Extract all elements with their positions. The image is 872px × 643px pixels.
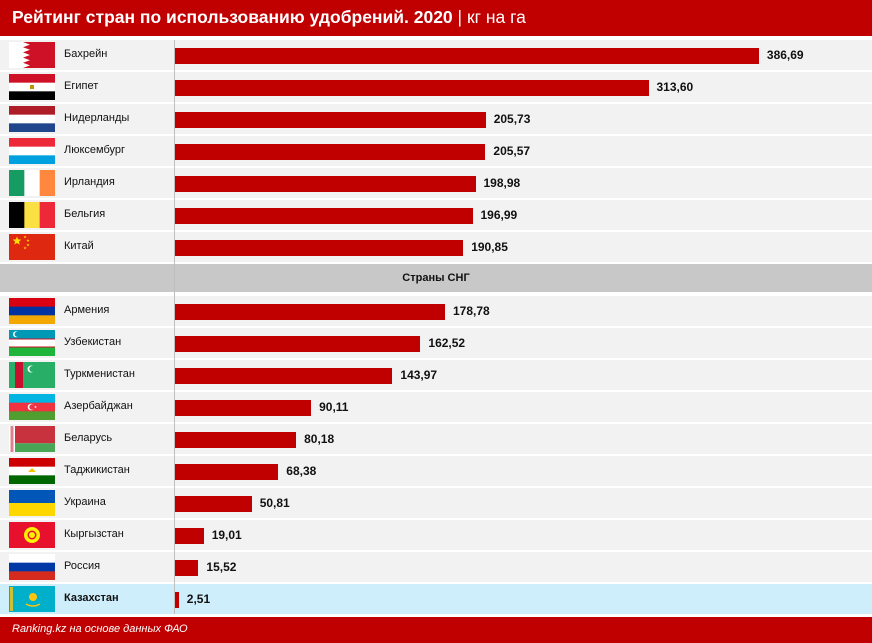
chart-footer: Ranking.kz на основе данных ФАО [0, 617, 872, 643]
flag-egypt-icon [9, 74, 55, 100]
country-label: Кыргызстан [64, 528, 124, 540]
flag-netherlands-icon [9, 106, 55, 132]
value-label: 190,85 [471, 240, 508, 254]
country-label: Беларусь [64, 432, 113, 444]
country-label: Китай [64, 240, 94, 252]
country-label: Бельгия [64, 208, 106, 220]
value-label: 90,11 [319, 400, 349, 414]
value-label: 68,38 [286, 464, 317, 478]
chart-row: Китай 190,85 [0, 232, 872, 262]
chart-row: Таджикистан 68,38 [0, 456, 872, 486]
value-label: 162,52 [428, 336, 466, 350]
bar [175, 48, 759, 64]
country-label: Россия [64, 560, 101, 572]
bar [175, 304, 445, 320]
chart-row: Беларусь 80,18 [0, 424, 872, 454]
chart-row: Бельгия 196,99 [0, 200, 872, 230]
value-label: 198,98 [483, 176, 521, 190]
flag-kyrgyzstan-icon [9, 522, 55, 548]
chart-row: Люксембург 205,57 [0, 136, 872, 166]
flag-ireland-icon [9, 170, 55, 196]
country-label: Ирландия [64, 176, 115, 188]
value-label: 386,69 [766, 48, 804, 62]
group-label: Страны СНГ [402, 272, 470, 284]
chart-row: Армения 178,78 [0, 296, 872, 326]
chart-row: Ирландия 198,98 [0, 168, 872, 198]
group-header: Страны СНГ [0, 264, 872, 292]
flag-russia-icon [9, 554, 55, 580]
chart-row: Египет 313,60 [0, 72, 872, 102]
value-label: 15,52 [206, 560, 237, 574]
flag-tajikistan-icon [9, 458, 55, 484]
bar [175, 176, 476, 192]
source-note: Ranking.kz на основе данных ФАО [12, 623, 188, 635]
country-label: Узбекистан [64, 336, 122, 348]
country-label: Казахстан [64, 592, 119, 604]
flag-china-icon [9, 234, 55, 260]
value-label: 19,01 [211, 528, 242, 542]
value-label: 313,60 [656, 80, 694, 94]
bar [175, 400, 312, 416]
chart-row: Кыргызстан 19,01 [0, 520, 872, 550]
value-label: 143,97 [400, 368, 438, 382]
chart-header: Рейтинг стран по использованию удобрений… [0, 0, 872, 36]
bar [175, 240, 464, 256]
chart-row: Азербайджан 90,11 [0, 392, 872, 422]
chart-row: Россия 15,52 [0, 552, 872, 582]
country-label: Люксембург [64, 144, 126, 156]
flag-ukraine-icon [9, 490, 55, 516]
flag-turkmenistan-icon [9, 362, 55, 388]
country-label: Туркменистан [64, 368, 135, 380]
flag-armenia-icon [9, 298, 55, 324]
value-label: 50,81 [259, 496, 290, 510]
flag-luxembourg-icon [9, 138, 55, 164]
flag-belarus-icon [9, 426, 55, 452]
bar [175, 368, 393, 384]
chart-row: Бахрейн 386,69 [0, 40, 872, 70]
bar [175, 464, 279, 480]
country-label: Бахрейн [64, 48, 108, 60]
bar [175, 432, 297, 448]
bar [175, 336, 421, 352]
flag-kazakhstan-icon [9, 586, 55, 612]
flag-bahrain-icon [9, 42, 55, 68]
value-label: 205,73 [493, 112, 531, 126]
bar [175, 560, 199, 576]
country-label: Армения [64, 304, 110, 316]
value-label: 196,99 [480, 208, 518, 222]
chart-title: Рейтинг стран по использованию удобрений… [12, 7, 526, 28]
bar [175, 144, 486, 160]
bar [175, 528, 204, 544]
bar [175, 208, 473, 224]
y-axis-line [174, 40, 175, 614]
chart-row: Узбекистан 162,52 [0, 328, 872, 358]
country-label: Нидерланды [64, 112, 130, 124]
value-label: 80,18 [304, 432, 335, 446]
bar [175, 592, 179, 608]
country-label: Азербайджан [64, 400, 133, 412]
country-label: Украина [64, 496, 106, 508]
country-label: Египет [64, 80, 99, 92]
value-label: 178,78 [453, 304, 490, 318]
bar [175, 80, 649, 96]
chart-row: Нидерланды 205,73 [0, 104, 872, 134]
bar [175, 496, 252, 512]
unit-label: | кг на га [457, 7, 526, 27]
flag-belgium-icon [9, 202, 55, 228]
bar [175, 112, 486, 128]
title-text: Рейтинг стран по использованию удобрений… [12, 7, 453, 27]
flag-azerbaijan-icon [9, 394, 55, 420]
value-label: 205,57 [493, 144, 531, 158]
flag-uzbekistan-icon [9, 330, 55, 356]
chart-row: Туркменистан 143,97 [0, 360, 872, 390]
country-label: Таджикистан [64, 464, 130, 476]
value-label: 2,51 [186, 592, 211, 606]
chart-row: Украина 50,81 [0, 488, 872, 518]
chart-row: Казахстан 2,51 [0, 584, 872, 614]
